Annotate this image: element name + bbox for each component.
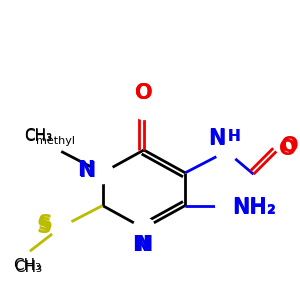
Text: CH₃: CH₃ xyxy=(25,128,53,143)
Text: NH₂: NH₂ xyxy=(232,198,276,218)
Text: N: N xyxy=(76,160,94,180)
Text: O: O xyxy=(135,83,153,103)
Text: H: H xyxy=(228,129,241,144)
Text: NH₂: NH₂ xyxy=(232,197,276,217)
Text: N: N xyxy=(78,161,95,182)
Text: S: S xyxy=(36,217,51,237)
Text: O: O xyxy=(279,139,297,159)
Text: N: N xyxy=(208,128,225,148)
Text: N: N xyxy=(132,236,150,256)
Text: CH₃: CH₃ xyxy=(25,129,53,144)
Circle shape xyxy=(50,216,72,238)
Circle shape xyxy=(216,141,237,162)
Circle shape xyxy=(133,98,155,119)
Text: H: H xyxy=(228,129,241,144)
Text: CH₃: CH₃ xyxy=(14,260,43,275)
Circle shape xyxy=(133,218,155,239)
Circle shape xyxy=(92,162,113,184)
Text: N: N xyxy=(208,129,225,148)
Text: methyl: methyl xyxy=(36,136,75,146)
Text: O: O xyxy=(135,83,153,103)
Circle shape xyxy=(216,195,237,216)
Text: O: O xyxy=(281,136,298,156)
Text: N: N xyxy=(135,236,153,256)
Text: CH₃: CH₃ xyxy=(13,258,41,273)
Text: S: S xyxy=(38,214,53,234)
